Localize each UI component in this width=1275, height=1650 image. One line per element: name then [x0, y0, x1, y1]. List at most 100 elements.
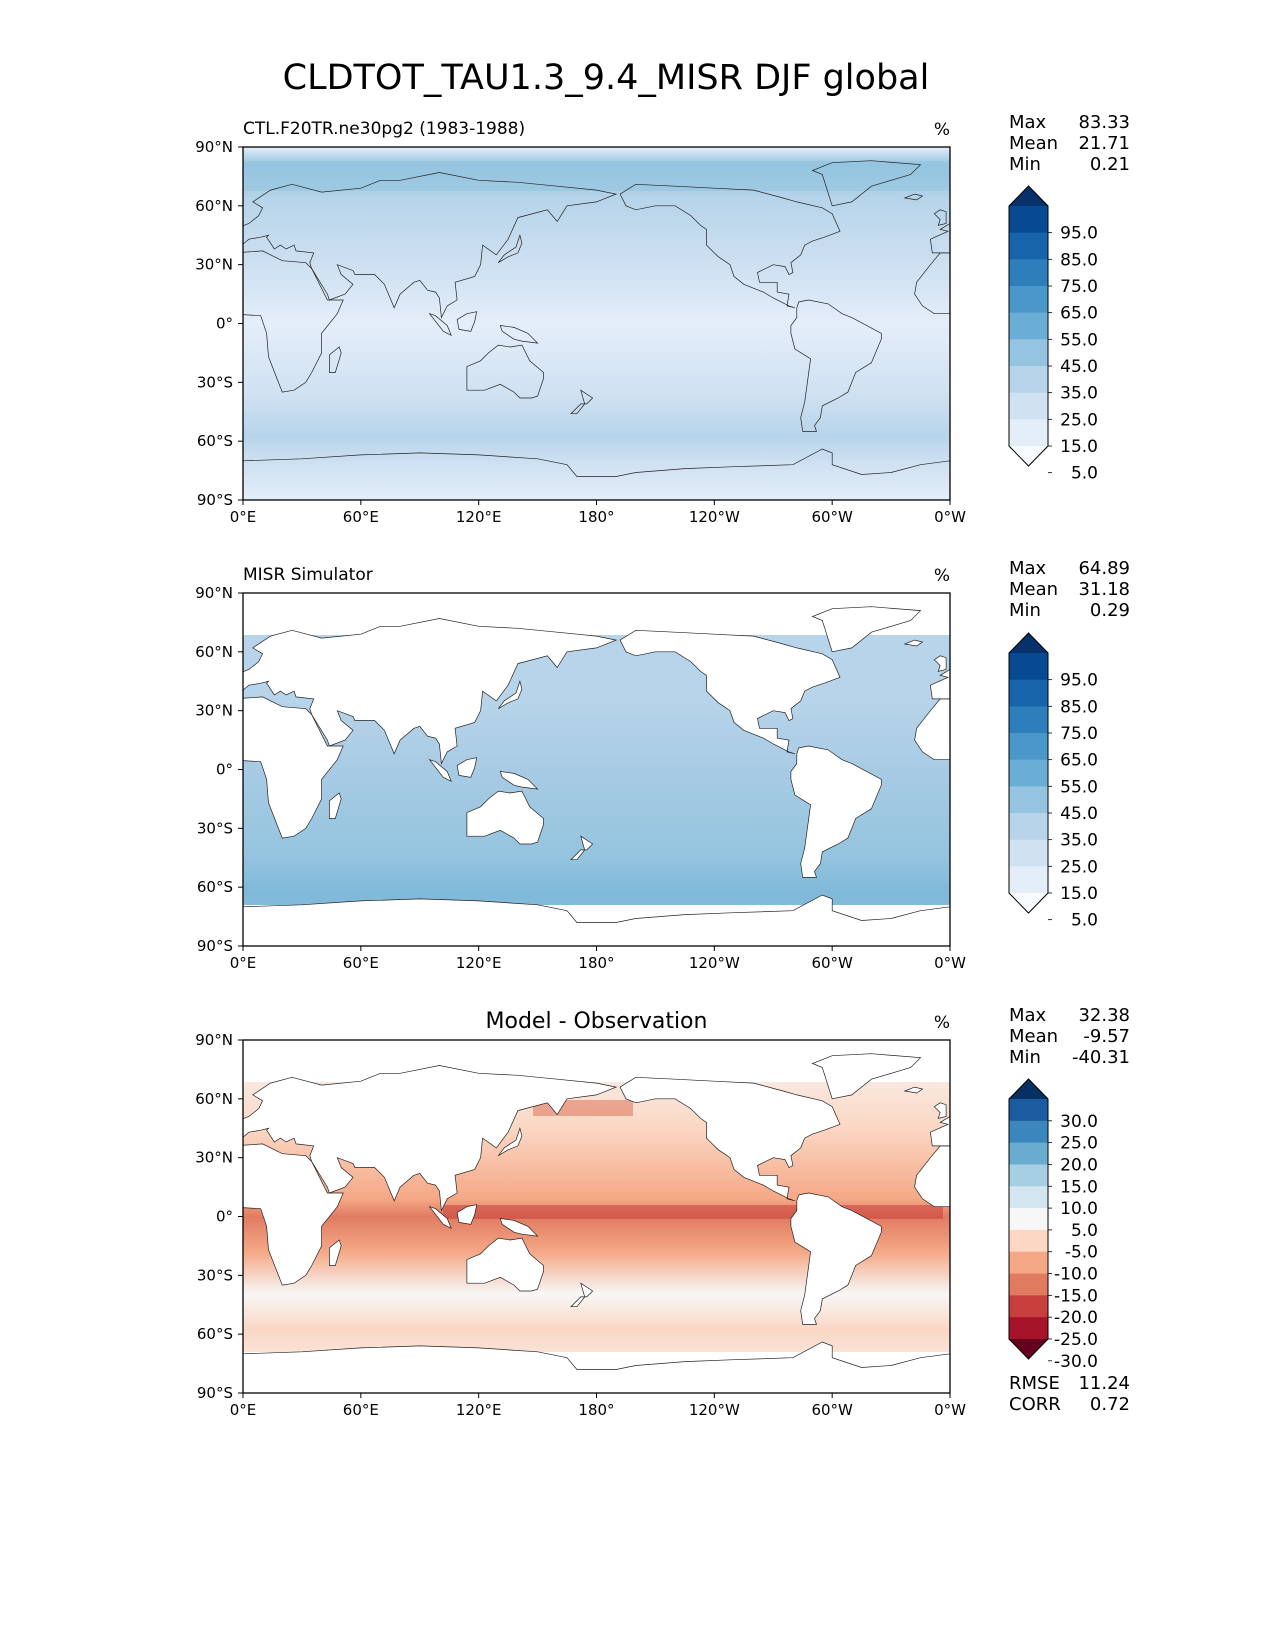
- coastline-nz: [570, 1282, 594, 1308]
- x-tick-label: 0°W: [934, 508, 966, 526]
- colorbar-segment: [1009, 866, 1048, 894]
- coastline-wafrica2: [914, 252, 950, 315]
- colorbar-label: 45.0: [1060, 357, 1098, 377]
- x-tick-label: 60°W: [811, 1401, 853, 1419]
- coastline-samerica: [790, 1192, 882, 1325]
- colorbar-segment: [1009, 1164, 1048, 1187]
- map-area: [243, 147, 950, 500]
- coastline-borneo: [456, 757, 478, 778]
- stat-label: Mean: [1009, 133, 1058, 154]
- y-tick-label: 90°S: [197, 491, 233, 509]
- colorbar-extend-min: [1009, 1339, 1048, 1359]
- colorbar-label: 15.0: [1060, 884, 1098, 904]
- coastline-iceland: [903, 193, 924, 201]
- x-tick-label: 60°E: [343, 1401, 379, 1419]
- x-tick-label: 120°E: [456, 508, 502, 526]
- coastline-antarctica: [243, 448, 950, 500]
- y-tick-label: 0°: [216, 315, 233, 333]
- colorbar-segment: [1009, 1251, 1048, 1275]
- colorbar-segment: [1009, 839, 1048, 867]
- colorbar-segment: [1009, 1295, 1048, 1318]
- y-tick-label: 30°S: [197, 373, 233, 391]
- y-tick-label: 60°S: [197, 432, 233, 450]
- x-tick-label: 60°W: [811, 954, 853, 972]
- y-tick-label: 90°N: [195, 1031, 233, 1049]
- colorbar-label: 95.0: [1060, 224, 1098, 244]
- colorbar-segment: [1009, 653, 1048, 681]
- y-tick-label: 0°: [216, 1208, 233, 1226]
- stat-value: 32.38: [1078, 1005, 1130, 1026]
- coastline-europe2: [930, 669, 950, 700]
- colorbar-extend-min: [1009, 893, 1048, 913]
- y-tick-label: 90°S: [197, 1384, 233, 1402]
- colorbar-segment: [1009, 286, 1048, 314]
- x-tick-label: 0°E: [230, 1401, 257, 1419]
- colorbar-label: 25.0: [1060, 857, 1098, 877]
- colorbar-label: -10.0: [1054, 1265, 1098, 1285]
- y-tick-label: 30°N: [195, 702, 233, 720]
- colorbar-segment: [1009, 339, 1048, 367]
- y-tick-label: 60°N: [195, 643, 233, 661]
- colorbar-segment: [1009, 206, 1048, 234]
- coastline-wafrica2: [914, 1145, 950, 1208]
- colorbar-extend-min: [1009, 446, 1048, 466]
- colorbar-label: 35.0: [1060, 384, 1098, 404]
- colorbar-label: 25.0: [1060, 1134, 1098, 1154]
- x-tick-label: 120°W: [689, 954, 740, 972]
- coastline-eurasia: [243, 618, 618, 765]
- colorbar-segment: [1009, 232, 1048, 260]
- colorbar-extend-max: [1009, 1079, 1048, 1099]
- coastline-sumatra: [428, 758, 452, 783]
- equatorial-bias-band: [443, 1205, 943, 1219]
- colorbar-label: 10.0: [1060, 1199, 1098, 1219]
- stat-label: Max: [1009, 558, 1047, 579]
- x-tick-label: 60°W: [811, 508, 853, 526]
- units-label: %: [934, 566, 950, 586]
- stat-label: Min: [1009, 1047, 1041, 1068]
- colorbar-segment: [1009, 419, 1048, 447]
- coastline-iceland: [903, 1086, 924, 1094]
- stat-value: 21.71: [1078, 133, 1130, 154]
- y-tick-label: 30°N: [195, 256, 233, 274]
- y-tick-label: 30°N: [195, 1149, 233, 1167]
- colorbar-label: 65.0: [1060, 304, 1098, 324]
- units-label: %: [934, 1013, 950, 1033]
- map-area: [243, 593, 950, 946]
- coastline-newguinea: [499, 771, 539, 790]
- colorbar-segment: [1009, 1208, 1048, 1231]
- coastline-uk: [933, 209, 947, 226]
- colorbar-label: 5.0: [1071, 1221, 1098, 1241]
- colorbar-segment: [1009, 1142, 1048, 1165]
- coastline-japan: [498, 680, 523, 709]
- colorbar-segment: [1009, 813, 1048, 841]
- colorbar-label: 5.0: [1071, 464, 1098, 484]
- coastline-nz: [570, 835, 594, 861]
- coastline-australia: [466, 1237, 544, 1292]
- stat-label: Min: [1009, 600, 1041, 621]
- stat-value: 0.21: [1090, 154, 1130, 175]
- coastline-japan: [498, 1127, 523, 1156]
- stat-value: -40.31: [1072, 1047, 1130, 1068]
- coastline-borneo: [456, 1204, 478, 1225]
- colorbar: 30.025.020.015.010.05.0-5.0-10.0-15.0-20…: [1008, 1078, 1098, 1372]
- panel-2: 0°E 60°E 120°E 180° 120°W 60°W 0°W 90°N 60°N 30°N…: [195, 558, 1130, 972]
- y-tick-label: 60°N: [195, 197, 233, 215]
- coastline-nz: [570, 389, 594, 415]
- coastline-greenland: [811, 160, 922, 207]
- colorbar-segment: [1009, 366, 1048, 394]
- coastline-antarctica: [243, 894, 950, 946]
- colorbar-label: 55.0: [1060, 330, 1098, 350]
- y-tick-label: 30°S: [197, 819, 233, 837]
- colorbar-extend-max: [1009, 633, 1048, 653]
- colorbar-label: 30.0: [1060, 1112, 1098, 1132]
- colorbar-label: -30.0: [1054, 1352, 1098, 1372]
- colorbar-label: 85.0: [1060, 250, 1098, 270]
- colorbar-segment: [1009, 392, 1048, 420]
- colorbar-label: 85.0: [1060, 697, 1098, 717]
- x-tick-label: 120°E: [456, 954, 502, 972]
- stat-label: Min: [1009, 154, 1041, 175]
- x-tick-label: 120°W: [689, 508, 740, 526]
- coastline-samerica: [790, 299, 882, 432]
- colorbar-segment: [1009, 1229, 1048, 1253]
- coastline-madagascar: [329, 346, 342, 373]
